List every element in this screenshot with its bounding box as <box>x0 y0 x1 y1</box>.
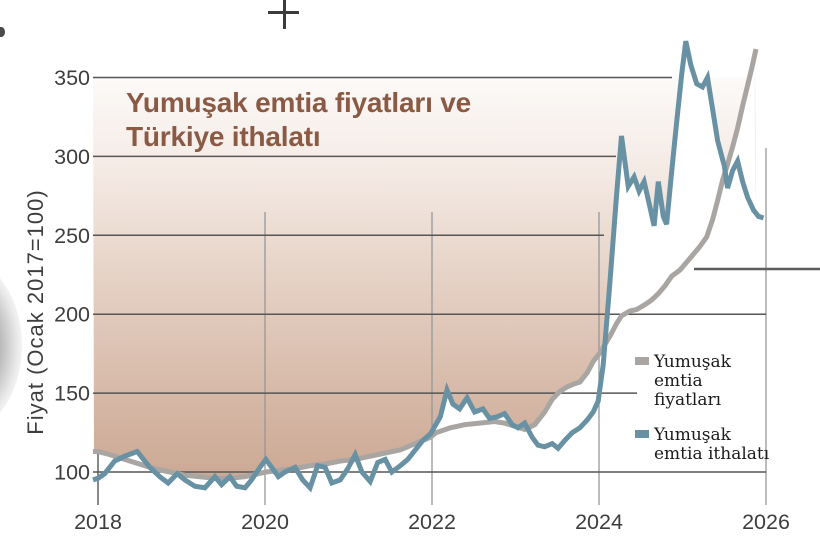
legend-item-fiyatlari: Yumuşak emtia fiyatları <box>635 353 769 410</box>
price-area-fill <box>93 77 756 479</box>
y-axis-label: Fiyat (Ocak 2017=100) <box>23 189 48 435</box>
legend-label-line: Yumuşak <box>654 352 731 372</box>
chart-title-line2: Türkiye ithalatı <box>126 121 321 152</box>
legend-item-ithalati: Yumuşak emtia ithalatı <box>635 426 769 464</box>
y-tick-label-300: 300 <box>54 145 90 169</box>
x-tick-label-2020: 2020 <box>241 510 289 534</box>
y-tick-label-250: 250 <box>54 224 90 248</box>
y-tick-label-150: 150 <box>54 382 90 406</box>
left-edge-mark <box>0 27 5 37</box>
legend-label-line: emtia <box>654 371 703 391</box>
plus-crop-mark <box>268 11 299 14</box>
legend-swatch-ithalati <box>635 430 649 438</box>
x-tick-label-2024: 2024 <box>575 510 623 534</box>
plus-crop-mark <box>283 0 286 29</box>
chart-title-line1: Yumuşak emtia fiyatları ve <box>126 87 471 118</box>
y-tick-label-100: 100 <box>54 461 90 485</box>
chart-title: Yumuşak emtia fiyatları ve Türkiye ithal… <box>126 86 471 154</box>
legend-swatch-fiyatlari <box>635 357 649 365</box>
legend-label-line: Yumuşak <box>654 425 731 445</box>
y-tick-label-200: 200 <box>54 303 90 327</box>
legend: Yumuşak emtia fiyatları Yumuşak emtia it… <box>635 353 769 464</box>
x-tick-label-2018: 2018 <box>74 510 122 534</box>
y-tick-label-350: 350 <box>54 66 90 90</box>
legend-label-line: fiyatları <box>654 390 722 410</box>
series-line-fiyatlari <box>93 48 759 481</box>
series-line-ithalati <box>92 40 765 493</box>
legend-label-line: emtia ithalatı <box>654 444 770 464</box>
x-tick-label-2026: 2026 <box>742 510 790 534</box>
x-tick-label-2022: 2022 <box>408 510 456 534</box>
